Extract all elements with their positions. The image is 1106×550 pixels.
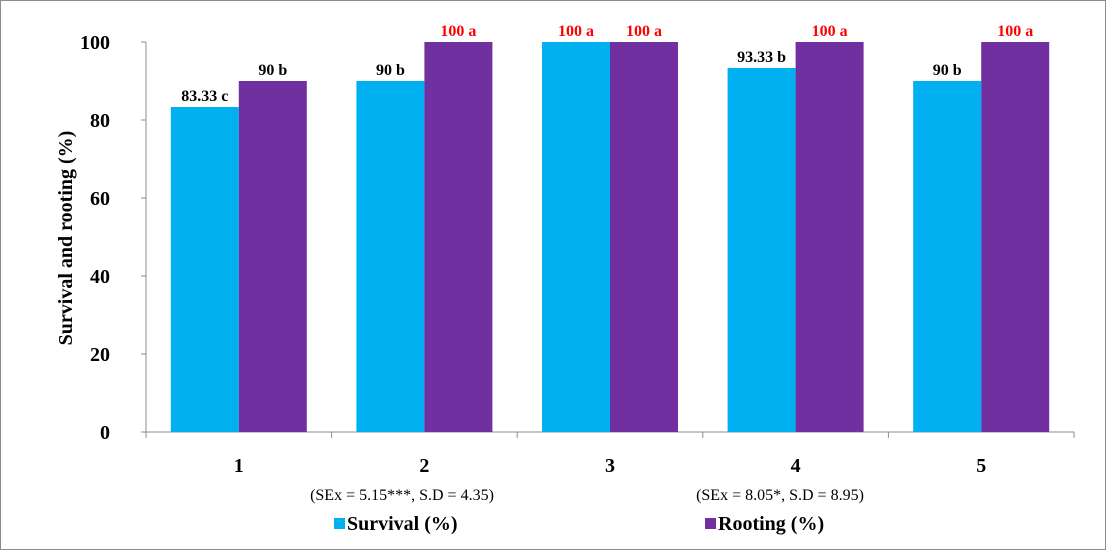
bar-survival-1	[170, 107, 239, 432]
y-tick-label: 40	[90, 266, 110, 288]
legend: Survival (%) Rooting (%)	[334, 513, 824, 535]
y-tick-label: 20	[90, 344, 110, 366]
data-label: 90 b	[258, 62, 287, 79]
y-axis-label: Survival and rooting (%)	[55, 131, 77, 346]
y-tick-label: 80	[90, 110, 110, 132]
bar-survival-4	[727, 68, 796, 432]
annotation-left: (SEx = 5.15***, S.D = 4.35)	[310, 487, 494, 504]
data-label: 100 a	[558, 23, 594, 40]
legend-swatch	[705, 518, 716, 529]
data-label: 93.33 b	[737, 49, 786, 66]
data-label: 100 a	[812, 23, 848, 40]
bar-survival-3	[542, 42, 610, 432]
legend-swatch	[334, 518, 345, 529]
bar-survival-2	[356, 81, 425, 432]
data-label: 83.33 c	[181, 88, 228, 105]
x-tick-label: 1	[234, 455, 244, 477]
x-tick-label: 5	[976, 455, 986, 477]
y-tick-label: 0	[100, 422, 110, 444]
y-tick-label: 60	[90, 188, 110, 210]
annotation-right: (SEx = 8.05*, S.D = 8.95)	[696, 487, 864, 504]
y-tick-label: 100	[80, 32, 110, 54]
data-label: 100 a	[997, 23, 1033, 40]
bars	[170, 42, 1050, 432]
x-tick-label: 3	[605, 455, 615, 477]
bar-rooting-4	[795, 42, 864, 432]
x-tick-label: 4	[791, 455, 801, 477]
bar-rooting-1	[238, 81, 307, 432]
bar-rooting-2	[424, 42, 493, 432]
legend-label: Rooting (%)	[718, 513, 824, 535]
data-label: 90 b	[933, 62, 962, 79]
bar-rooting-3	[610, 42, 678, 432]
bar-rooting-5	[981, 42, 1050, 432]
data-labels: 83.33 c 90 b 100 a 93.33 b 90 b 90 b 100 a 100 …	[181, 23, 1033, 105]
x-tick-label: 2	[419, 455, 429, 477]
data-label: 100 a	[440, 23, 476, 40]
data-label: 100 a	[626, 23, 662, 40]
bar-survival-5	[913, 81, 982, 432]
data-label: 90 b	[376, 62, 405, 79]
legend-label: Survival (%)	[347, 513, 458, 535]
